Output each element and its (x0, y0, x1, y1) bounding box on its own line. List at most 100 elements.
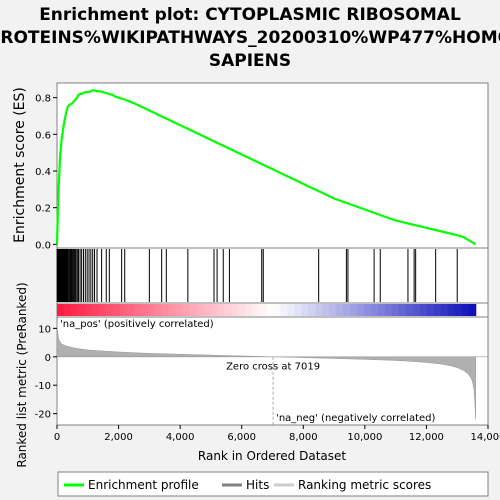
es-tick-label: 0.4 (35, 167, 51, 178)
heatmap-cell (377, 304, 386, 316)
heatmap-cell (315, 304, 323, 316)
metric-area-path (56, 322, 476, 420)
hits-panel (56, 247, 489, 304)
heatmap-cell (245, 304, 253, 316)
heatmap-cell (217, 304, 226, 316)
x-tick-label: 14,000 (471, 432, 500, 443)
positive-correlation-label: 'na_pos' (positively correlated) (60, 319, 214, 330)
x-tick-label: 10,000 (347, 432, 382, 443)
heatmap-cell (433, 304, 442, 316)
heatmap-cell (301, 304, 309, 316)
heatmap-cell (287, 304, 295, 316)
heatmap-cell (105, 304, 114, 316)
hit-marks (56, 249, 458, 302)
heatmap-cell (77, 304, 86, 316)
heatmap-cell (98, 304, 107, 316)
heatmap-cell (252, 304, 260, 316)
zero-cross-label: Zero cross at 7019 (226, 362, 320, 373)
heatmap-cell (322, 304, 330, 316)
heatmap-cell (273, 304, 281, 316)
heatmap-cell (329, 304, 337, 316)
metric-tick-label: 0 (45, 353, 51, 364)
heatmap-cell (364, 304, 372, 316)
legend-hits-label: Hits (246, 478, 269, 492)
x-tick-label: 6,000 (227, 432, 256, 443)
heatmap-cell (210, 304, 219, 316)
es-tick-label: 0.2 (35, 204, 51, 215)
heatmap-cell (57, 304, 65, 316)
heatmap-cell (294, 304, 302, 316)
es-tick-label: 0.0 (35, 240, 51, 251)
es-tick-label: 0.6 (35, 130, 51, 141)
title-line-1: Enrichment plot: CYTOPLASMIC RIBOSOMAL (39, 5, 461, 25)
heatmap-cell (426, 304, 435, 316)
metric-tick-label: -20 (35, 410, 51, 421)
es-tick-label: 0.8 (35, 94, 51, 105)
es-y-axis-label: Enrichment score (ES) (12, 87, 28, 243)
heatmap-cell (140, 304, 149, 316)
x-tick-label: 0 (54, 432, 60, 443)
x-tick-label: 12,000 (409, 432, 444, 443)
es-line (55, 89, 477, 246)
heatmap-cell (70, 304, 79, 316)
heatmap-cell (405, 304, 414, 316)
heatmap-cell (308, 304, 316, 316)
heatmap-cell (147, 304, 156, 316)
heatmap-cell (84, 304, 93, 316)
heatmap-cell (238, 304, 247, 316)
heatmap-cell (126, 304, 135, 316)
heatmap-cell (91, 304, 100, 316)
heatmap-cell (231, 304, 240, 316)
heatmap-cell (203, 304, 212, 316)
heatmap-cell (384, 304, 393, 316)
x-tick-label: 8,000 (289, 432, 318, 443)
heatmap-cell (189, 304, 198, 316)
metric-y-axis-label: Ranked list metric (PreRanked) (15, 282, 29, 467)
heatmap-cell (154, 304, 163, 316)
legend-enrichment-label: Enrichment profile (88, 478, 199, 492)
title-line-3: SAPIENS (209, 51, 291, 71)
metric-axis: 10 0 -10 -20 (35, 324, 57, 421)
metric-tick-label: 10 (38, 324, 51, 335)
x-tick-label: 2,000 (104, 432, 133, 443)
heatmap-cell (266, 304, 274, 316)
heatmap-cell (468, 304, 477, 316)
metric-tick-label: -10 (35, 381, 51, 392)
heatmap-cell (447, 304, 456, 316)
heatmap-cell (343, 304, 351, 316)
heatmap-cell (440, 304, 449, 316)
heatmap-cell (63, 304, 72, 316)
es-panel (56, 82, 489, 249)
heatmap-cell (259, 304, 267, 316)
x-axis-label: Rank in Ordered Dataset (198, 449, 346, 463)
heatmap-cell (412, 304, 421, 316)
metric-panel (56, 316, 489, 426)
heatmap-cell (461, 304, 470, 316)
rank-heatmap (57, 304, 477, 316)
heatmap-cell (168, 304, 177, 316)
title-line-2: PROTEINS%WIKIPATHWAYS_20200310%WP477%HOM… (0, 28, 500, 48)
negative-correlation-label: 'na_neg' (negatively correlated) (276, 413, 435, 424)
es-axis: 0.0 0.2 0.4 0.6 0.8 (35, 94, 57, 251)
es-line-group (55, 89, 477, 246)
heatmap-cell (391, 304, 400, 316)
heatmap-cell (112, 304, 121, 316)
heatmap-cell (182, 304, 191, 316)
heatmap-cell (119, 304, 128, 316)
heatmap-cell (398, 304, 407, 316)
x-axis: 0 2,000 4,000 6,000 8,000 10,000 12,000 14,000 (54, 425, 500, 443)
heatmap-cell (454, 304, 463, 316)
heatmap-cell (357, 304, 365, 316)
heatmap-cell (224, 304, 233, 316)
heatmap-cell (161, 304, 170, 316)
heatmap-cell (371, 304, 379, 316)
heatmap-cell (175, 304, 184, 316)
legend-box (57, 471, 489, 497)
heatmap-cell (419, 304, 428, 316)
legend-ranking-label: Ranking metric scores (298, 478, 431, 492)
x-tick-label: 4,000 (166, 432, 195, 443)
heatmap-cell (196, 304, 205, 316)
heatmap-cell (336, 304, 344, 316)
heatmap-cell (133, 304, 142, 316)
